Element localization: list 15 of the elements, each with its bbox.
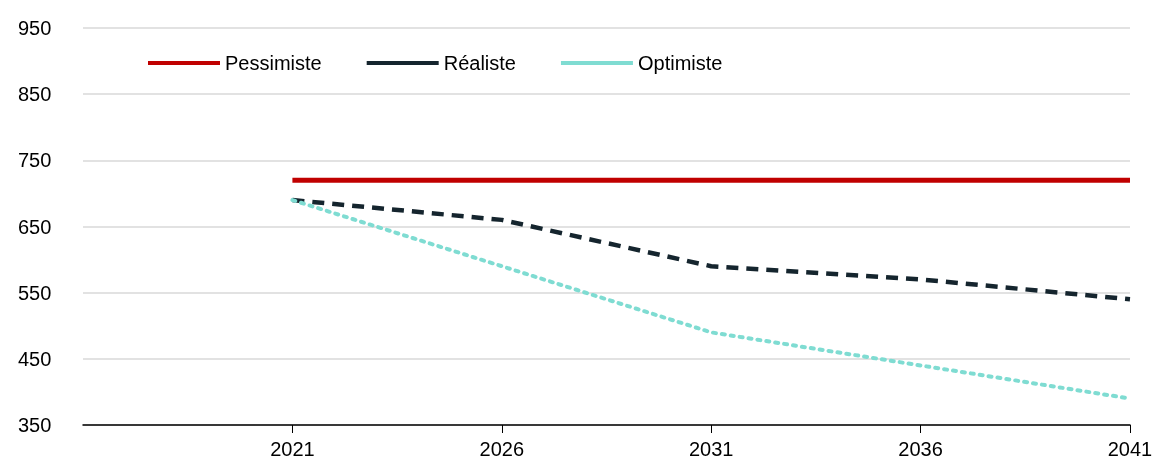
x-tick-label: 2026 xyxy=(479,438,525,460)
x-tick-label: 2041 xyxy=(1107,438,1153,460)
legend-label: Réaliste xyxy=(443,52,516,74)
x-tick-label: 2036 xyxy=(898,438,943,460)
y-tick-label: 350 xyxy=(18,414,52,436)
y-tick-label: 450 xyxy=(18,347,52,370)
y-tick-label: 850 xyxy=(18,83,52,106)
y-tick-label: 550 xyxy=(18,281,52,304)
y-tick-label: 750 xyxy=(18,149,52,172)
legend-label: Optimiste xyxy=(637,52,723,74)
x-tick-label: 2031 xyxy=(688,438,734,460)
legend-label: Pessimiste xyxy=(225,52,322,74)
y-tick-label: 650 xyxy=(18,215,52,238)
y-tick-label: 950 xyxy=(18,17,52,39)
x-tick-label: 2021 xyxy=(270,438,315,460)
